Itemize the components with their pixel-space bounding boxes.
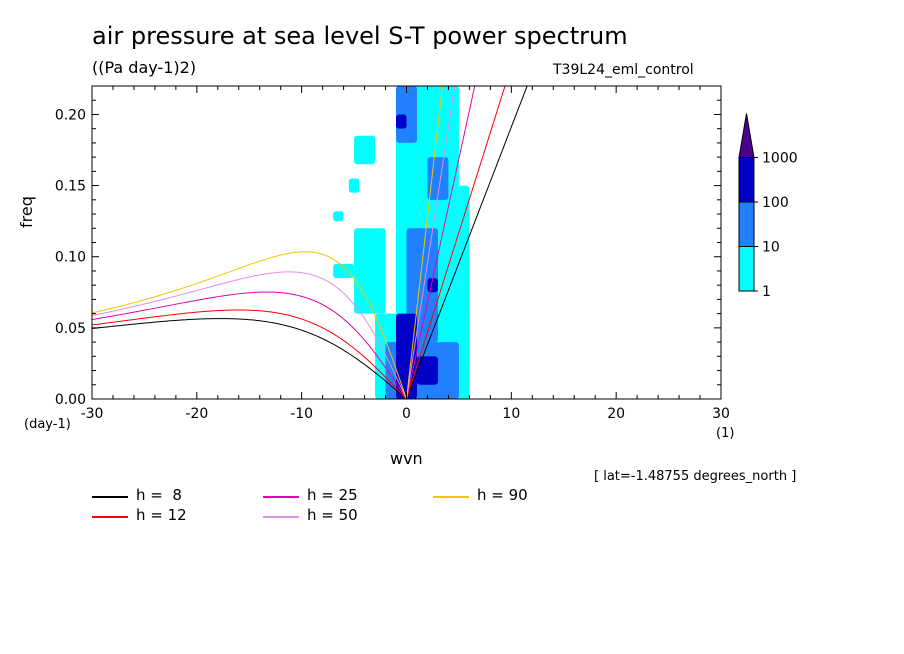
legend-swatch [433, 496, 469, 498]
spectrum-field [333, 86, 470, 399]
legend-swatch [92, 516, 128, 518]
colorbar-segment [738, 201, 755, 247]
legend-label: h = 50 [307, 506, 358, 524]
field-cell [348, 178, 360, 193]
field-cell [354, 228, 386, 314]
colorbar-label: 1 [762, 284, 771, 300]
y-axis: 0.00 0.05 0.10 0.15 0.20 [55, 85, 721, 408]
legend-label: h = 90 [477, 486, 528, 504]
y-tick-label: 0.20 [55, 107, 86, 123]
field-cell [333, 263, 355, 279]
rossby-curve-2 [92, 309, 407, 399]
colorbar-extend-arrow [738, 113, 755, 158]
chart-title: air pressure at sea level S-T power spec… [92, 22, 628, 50]
x-tick-label: -10 [290, 406, 313, 422]
y-tick-label: 0.15 [55, 179, 86, 195]
colorbar-label: 100 [762, 195, 789, 211]
kelvin-curve-3 [406, 86, 476, 399]
run-name: T39L24_eml_control [553, 62, 694, 78]
colorbar-label: 1000 [762, 151, 798, 167]
field-cell [396, 114, 407, 129]
x-tick-label: 0 [402, 406, 411, 422]
colorbar-segment [738, 157, 755, 203]
latitude-note: [ lat=-1.48755 degrees_north ] [594, 469, 797, 484]
rossby-curve-5 [92, 251, 407, 399]
field-cell [375, 377, 386, 392]
field-cell [406, 228, 438, 343]
field-cell [396, 313, 417, 399]
x-axis: -30 -20 -10 0 10 20 30 [81, 86, 730, 422]
y-axis-unit: (day-1) [24, 417, 71, 432]
rossby-curve-1 [92, 318, 407, 399]
kelvin-curve-1 [406, 86, 528, 399]
field-cell [458, 185, 470, 371]
y-tick-label: 0.00 [55, 392, 86, 408]
colorbar-label: 10 [762, 240, 780, 256]
x-axis-unit: (1) [716, 426, 735, 441]
x-tick-label: 30 [712, 406, 730, 422]
legend-swatch [263, 516, 299, 518]
legend-label: h = 25 [307, 486, 358, 504]
y-tick-label: 0.05 [55, 321, 86, 337]
x-tick-label: -30 [81, 406, 104, 422]
legend-label: h = 12 [136, 506, 187, 524]
x-tick-label: 20 [607, 406, 625, 422]
dispersion-curves [92, 86, 528, 399]
legend-swatch [263, 496, 299, 498]
field-cell [354, 135, 376, 165]
x-tick-label: -20 [185, 406, 208, 422]
chart-units: ((Pa day-1)2) [92, 58, 197, 77]
legend-swatch [92, 496, 128, 498]
kelvin-curve-2 [406, 86, 506, 399]
field-cell [333, 211, 344, 222]
legend-label: h = 8 [136, 486, 182, 504]
colorbar: 1 10 100 1000 [738, 113, 798, 300]
field-cell [416, 356, 438, 385]
x-axis-label: wvn [390, 449, 423, 468]
rossby-curve-4 [92, 271, 407, 399]
y-tick-label: 0.10 [55, 250, 86, 266]
x-tick-label: 10 [502, 406, 520, 422]
colorbar-segment [738, 246, 755, 292]
rossby-curve-3 [92, 291, 407, 399]
